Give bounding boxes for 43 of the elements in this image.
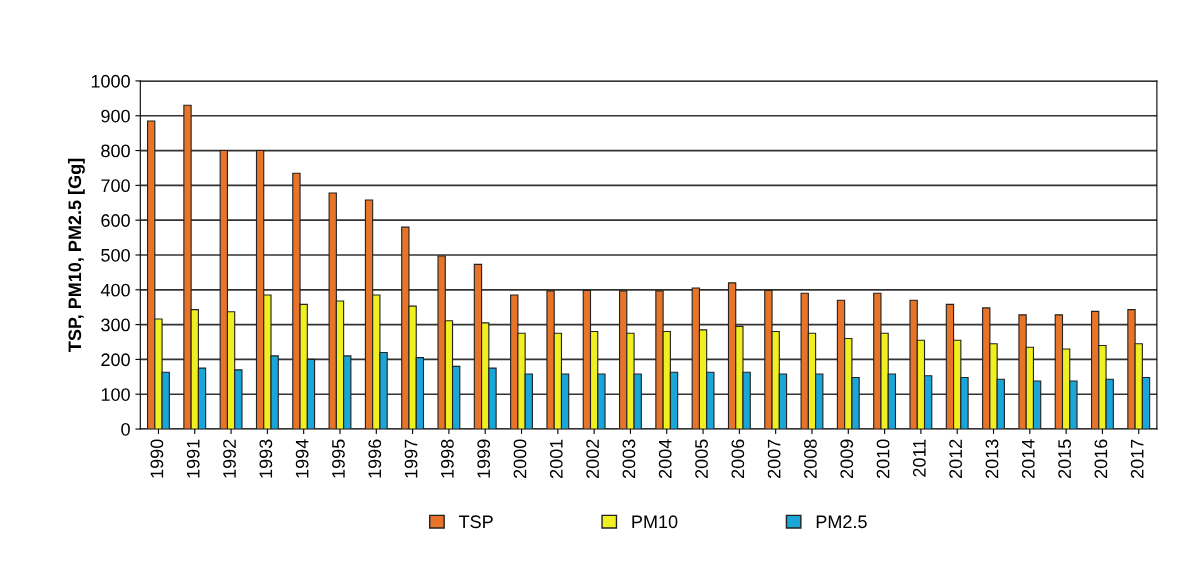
y-axis-title: TSP, PM10, PM2.5 [Gg]: [67, 158, 85, 352]
x-tick-label: 2001: [549, 439, 563, 478]
x-tick-label: 2005: [695, 439, 708, 478]
x-tick-label: 1990: [150, 439, 164, 478]
x-tick-label: 2002: [586, 439, 599, 478]
x-tick-label: 2016: [1094, 439, 1108, 478]
y-tick-label: 700: [101, 179, 130, 193]
x-tick-label: 1995: [332, 439, 345, 478]
x-tick-label: 2012: [949, 439, 963, 478]
x-tick-label: 1993: [259, 439, 273, 478]
x-tick-label: 2003: [622, 439, 636, 478]
y-tick-label: 300: [101, 318, 130, 332]
x-tick-label: 2000: [513, 439, 527, 478]
x-tick-label: 2008: [804, 439, 817, 478]
y-tick-label: 800: [101, 144, 130, 158]
y-tick-label: 500: [101, 248, 130, 262]
legend-label: PM2.5: [816, 515, 867, 529]
x-tick-label: 1991: [186, 439, 200, 478]
legend-label: PM10: [632, 515, 678, 529]
x-tick-label: 2010: [876, 439, 890, 478]
x-tick-label: 2007: [767, 439, 781, 478]
x-tick-label: 2006: [731, 439, 745, 478]
x-tick-label: 2009: [840, 439, 854, 478]
y-tick-label: 200: [101, 353, 130, 367]
x-tick-label: 1994: [295, 439, 309, 478]
x-tick-label: 2015: [1058, 439, 1071, 478]
x-tick-label: 2014: [1021, 439, 1035, 478]
y-tick-label: 1000: [91, 74, 130, 88]
x-tick-label: 2017: [1130, 439, 1144, 478]
x-tick-label: 1999: [477, 439, 491, 478]
y-tick-label: 400: [100, 283, 130, 297]
x-tick-label: 2013: [985, 439, 999, 478]
x-tick-label: 1997: [404, 439, 418, 478]
x-tick-label: 1998: [440, 439, 454, 478]
x-tick-label: 1996: [368, 439, 382, 478]
x-tick-label: 2011: [912, 439, 926, 477]
legend-label: TSP: [459, 515, 493, 529]
x-tick-label: 2004: [658, 439, 672, 478]
y-tick-label: 0: [121, 422, 130, 436]
x-tick-label: 1992: [223, 439, 236, 478]
y-tick-label: 600: [101, 214, 130, 227]
y-tick-label: 900: [101, 109, 130, 123]
y-tick-label: 100: [101, 388, 130, 401]
